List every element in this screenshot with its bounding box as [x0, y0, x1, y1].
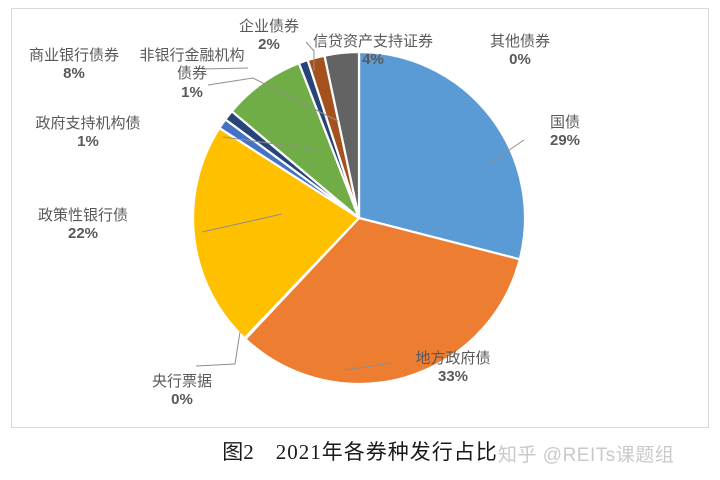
pie-label-difang: 地方政府债 33%	[394, 350, 512, 387]
pie-label-xindai: 信贷资产支持证券 4%	[303, 33, 443, 70]
pie-label-xindai-name: 信贷资产支持证券	[312, 34, 433, 50]
pie-label-zhengfu-zhichi: 政府支持机构债 1%	[21, 115, 155, 152]
pie-label-feiyinhang-name2: 债券	[176, 66, 207, 83]
chart-plot-area: 企业债券 2% 信贷资产支持证券 4% 其他债券 0% 非银行金融机构 债券 1…	[11, 8, 709, 428]
figure-title: 2021年各券种发行占比	[275, 440, 498, 464]
pie-slice[interactable]	[357, 50, 527, 261]
pie-label-qiye-percent: 2%	[258, 36, 280, 54]
pie-label-xindai-percent: 4%	[362, 51, 384, 69]
leader-line-guozhai	[489, 139, 525, 164]
leader-lines	[195, 41, 525, 371]
pie-label-guozhai-name: 国债	[549, 115, 580, 131]
pie-chart: 企业债券 2% 信贷资产支持证券 4% 其他债券 0% 非银行金融机构 债券 1…	[12, 9, 710, 429]
pie-label-zhengce-percent: 22%	[67, 225, 99, 243]
pie-label-feiyinhang: 非银行金融机构 债券 1%	[124, 47, 260, 102]
pie-slices	[191, 50, 527, 386]
leader-line-zhengce	[201, 213, 283, 233]
leader-line-difang	[343, 362, 393, 371]
pie-label-guozhai-percent: 29%	[549, 132, 581, 150]
leader-line-shangye	[222, 136, 321, 151]
leader-line-feiyinhang	[207, 77, 339, 122]
leader-line-xindai	[305, 41, 315, 71]
pie-label-shangye-name: 商业银行债券	[28, 48, 119, 64]
pie-label-shangye: 商业银行债券 8%	[15, 47, 133, 84]
pie-label-yanghang-percent: 0%	[171, 391, 193, 409]
pie-label-qita-name: 其他债券	[489, 34, 550, 50]
watermark: 知乎 @REITs课题组	[498, 445, 675, 466]
pie-label-zhengfu-zhichi-name: 政府支持机构债	[35, 116, 141, 132]
pie-label-yanghang-name: 央行票据	[151, 374, 212, 390]
figure-number: 图2	[222, 440, 254, 464]
pie-label-qiye-name: 企业债券	[238, 19, 299, 35]
pie-label-difang-name: 地方政府债	[415, 351, 491, 367]
pie-label-qita: 其他债券 0%	[466, 33, 574, 70]
pie-slice[interactable]	[191, 126, 361, 340]
pie-label-qita-percent: 0%	[509, 51, 531, 69]
pie-label-difang-percent: 33%	[437, 368, 469, 386]
figure-caption: 图2 2021年各券种发行占比	[0, 436, 720, 466]
pie-label-qiye: 企业债券 2%	[215, 18, 323, 55]
pie-slice[interactable]	[323, 50, 361, 220]
pie-label-guozhai: 国债 29%	[526, 114, 604, 151]
pie-label-zhengce: 政策性银行债 22%	[21, 207, 145, 244]
pie-label-feiyinhang-name: 非银行金融机构	[139, 48, 245, 64]
pie-graphic	[191, 41, 527, 386]
pie-label-shangye-percent: 8%	[63, 65, 85, 83]
leader-line-yanghang	[195, 331, 241, 367]
leader-line-qiye-stub	[201, 67, 249, 70]
pie-label-zhengce-name: 政策性银行债	[37, 208, 128, 224]
pie-slice[interactable]	[244, 216, 521, 386]
pie-label-feiyinhang-percent: 1%	[181, 83, 203, 101]
pie-label-yanghang: 央行票据 0%	[137, 373, 227, 410]
pie-label-zhengfu-zhichi-percent: 1%	[77, 133, 99, 151]
